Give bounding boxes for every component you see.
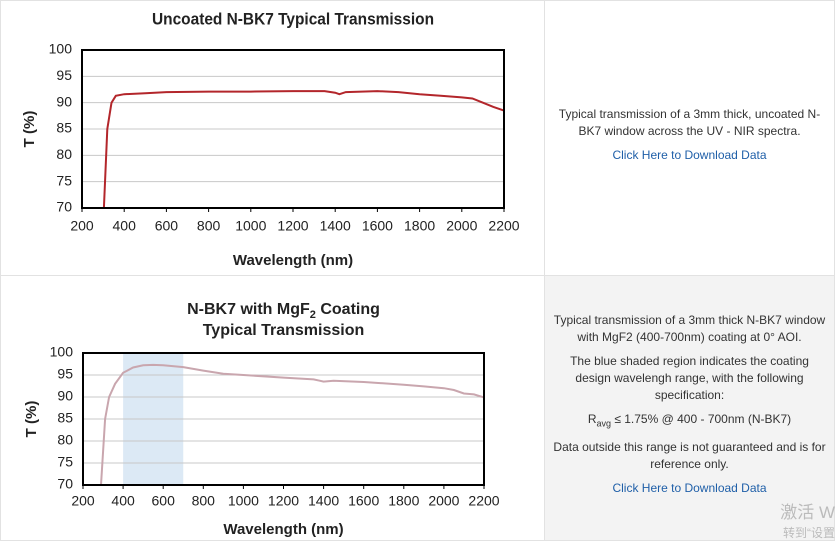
data-line <box>102 90 505 209</box>
description-cell: Typical transmission of a 3mm thick N-BK… <box>544 275 835 541</box>
description: Typical transmission of a 3mm thick, unc… <box>558 106 821 138</box>
description: The blue shaded region indicates the coa… <box>570 353 809 402</box>
x-tick-label: 1000 <box>228 493 259 509</box>
download-link[interactable]: Click Here to Download Data <box>612 147 767 162</box>
y-axis-label: T (%) <box>21 111 38 148</box>
chart-title: Uncoated N-BK7 Typical Transmission <box>152 9 434 28</box>
x-tick-label: 800 <box>192 493 216 509</box>
x-tick-label: 600 <box>155 218 179 234</box>
charts: Uncoated N-BK7 Typical Transmission 70 75 8… <box>0 0 545 541</box>
title-segment: Typical Transmission <box>203 322 365 339</box>
y-tick-label: 95 <box>57 366 73 382</box>
y-tick-label: 70 <box>56 199 72 215</box>
plot-frame <box>82 352 485 486</box>
x-tick-label: 2200 <box>468 493 499 509</box>
y-axis-label: T (%) <box>23 401 40 438</box>
x-axis-label: Wavelength (nm) <box>223 521 343 538</box>
x-tick-label: 200 <box>70 218 94 234</box>
title-segment: N-BK7 with MgF <box>187 301 310 318</box>
download-link[interactable]: Click Here to Download Data <box>612 481 767 496</box>
y-tick-label: 95 <box>56 67 72 83</box>
y-tick-label: 75 <box>56 172 72 188</box>
y-tick-label: 70 <box>57 476 73 492</box>
x-tick-label: 200 <box>71 493 95 509</box>
y-tick-label: 100 <box>50 344 74 360</box>
x-tick-label: 600 <box>152 493 176 509</box>
chart-title: Typical Transmission <box>203 322 365 339</box>
x-tick-label: 1600 <box>362 218 393 234</box>
x-tick-label: 1400 <box>320 218 351 234</box>
x-tick-label: 1600 <box>348 493 379 509</box>
spec-text: ≤ 1.75% @ 400 - 700nm (N-BK7) <box>611 411 792 426</box>
x-axis-label: Wavelength (nm) <box>233 252 353 269</box>
x-tick-label: 1200 <box>268 493 299 509</box>
description: Typical transmission of a 3mm thick N-BK… <box>553 312 826 344</box>
y-tick-label: 80 <box>56 146 72 162</box>
y-tick-label: 80 <box>57 432 73 448</box>
y-tick-label: 85 <box>57 410 73 426</box>
x-tick-label: 400 <box>113 218 137 234</box>
x-tick-label: 400 <box>111 493 135 509</box>
spec-symbol: R <box>587 411 597 426</box>
spec-subscript: avg <box>596 418 611 429</box>
x-tick-label: 2000 <box>428 493 459 509</box>
plot-frame <box>81 49 505 209</box>
x-tick-label: 2000 <box>446 218 477 234</box>
y-tick-label: 90 <box>57 388 73 404</box>
specification: Ravg ≤ 1.75% @ 400 - 700nm (N-BK7) <box>588 411 791 432</box>
x-tick-label: 1800 <box>388 493 419 509</box>
data-line <box>100 363 485 486</box>
watermark: 转到“设置 <box>783 526 835 540</box>
title-segment: 2 <box>310 309 316 321</box>
y-tick-label: 85 <box>56 120 72 136</box>
x-tick-label: 1800 <box>404 218 435 234</box>
chart-title: N-BK7 with MgF2 Coating <box>187 301 380 321</box>
x-tick-label: 2200 <box>488 218 519 234</box>
description-cell: Typical transmission of a 3mm thick, unc… <box>544 0 835 276</box>
x-tick-label: 800 <box>197 218 221 234</box>
watermark: 激活 W <box>780 503 835 522</box>
title-segment: Coating <box>316 301 380 318</box>
x-tick-label: 1000 <box>235 218 266 234</box>
note: Data outside this range is not guarantee… <box>553 440 826 472</box>
x-tick-label: 1200 <box>277 218 308 234</box>
y-tick-label: 90 <box>56 93 72 109</box>
x-tick-label: 1400 <box>308 493 339 509</box>
y-tick-label: 75 <box>57 454 73 470</box>
y-tick-label: 100 <box>49 41 73 57</box>
